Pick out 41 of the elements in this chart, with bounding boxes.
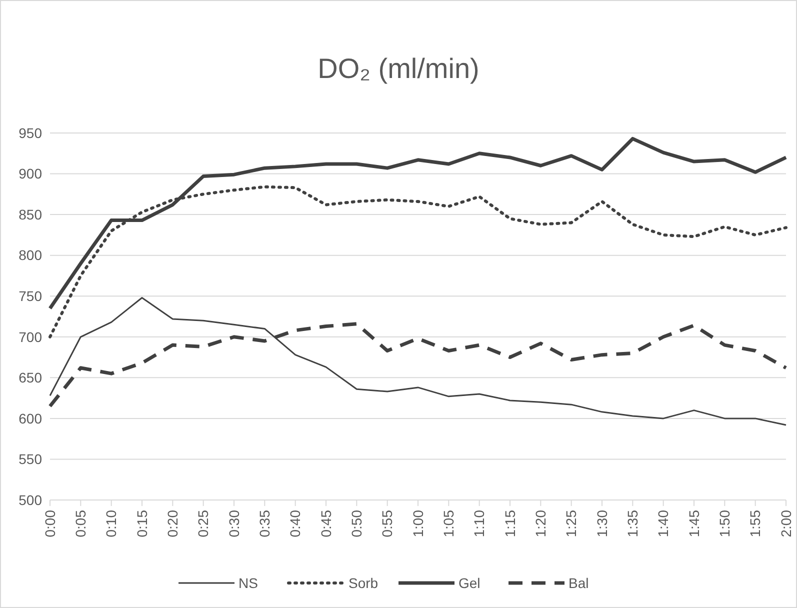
y-tick-label: 850 <box>18 206 42 222</box>
x-tick-label: 1:50 <box>716 510 733 538</box>
x-tick-label: 1:05 <box>440 510 457 538</box>
y-tick-label: 500 <box>18 492 42 508</box>
x-tick-label: 1:20 <box>532 510 549 538</box>
x-tick-label: 0:20 <box>164 510 181 538</box>
legend-label: NS <box>238 574 258 591</box>
legend-label: Bal <box>568 574 589 591</box>
x-tick-label: 0:45 <box>318 510 334 538</box>
legend-label: Sorb <box>348 574 378 591</box>
x-tick-label: 1:35 <box>624 510 641 538</box>
x-tick-label: 1:45 <box>686 510 702 538</box>
x-tick-label: 1:10 <box>471 510 488 538</box>
line-series <box>49 296 787 426</box>
y-tick-label: 800 <box>18 247 42 264</box>
x-tick-label: 0:10 <box>103 510 120 538</box>
x-tick-label: 0:30 <box>226 510 242 538</box>
chart-title: DO₂ (ml/min) <box>318 53 480 84</box>
y-tick-label: 950 <box>18 124 42 141</box>
x-tick-label: 0:50 <box>348 510 365 538</box>
x-tick-label: 0:35 <box>256 510 273 538</box>
y-tick-label: 550 <box>18 451 42 468</box>
x-tick-label: 0:40 <box>287 510 304 538</box>
x-tick-label: 0:05 <box>72 510 89 538</box>
x-tick-label: 1:55 <box>747 510 764 538</box>
x-tick-label: 1:30 <box>594 510 610 538</box>
x-tick-label: 0:25 <box>195 510 212 538</box>
x-tick-label: 1:00 <box>410 510 426 538</box>
x-tick-label: 1:15 <box>502 510 518 538</box>
legend-label: Gel <box>458 574 480 591</box>
y-tick-label: 700 <box>18 328 42 345</box>
x-tick-label: 0:15 <box>134 510 150 538</box>
x-tick-label: 1:40 <box>655 510 672 538</box>
x-tick-label: 2:00 <box>778 510 794 538</box>
x-tick-label: 0:00 <box>42 510 58 538</box>
y-tick-label: 900 <box>18 166 42 182</box>
y-tick-label: 750 <box>18 288 42 304</box>
x-tick-label: 0:55 <box>379 510 396 538</box>
y-tick-label: 650 <box>18 370 42 386</box>
x-tick-label: 1:25 <box>563 510 580 538</box>
y-tick-label: 600 <box>18 410 42 426</box>
